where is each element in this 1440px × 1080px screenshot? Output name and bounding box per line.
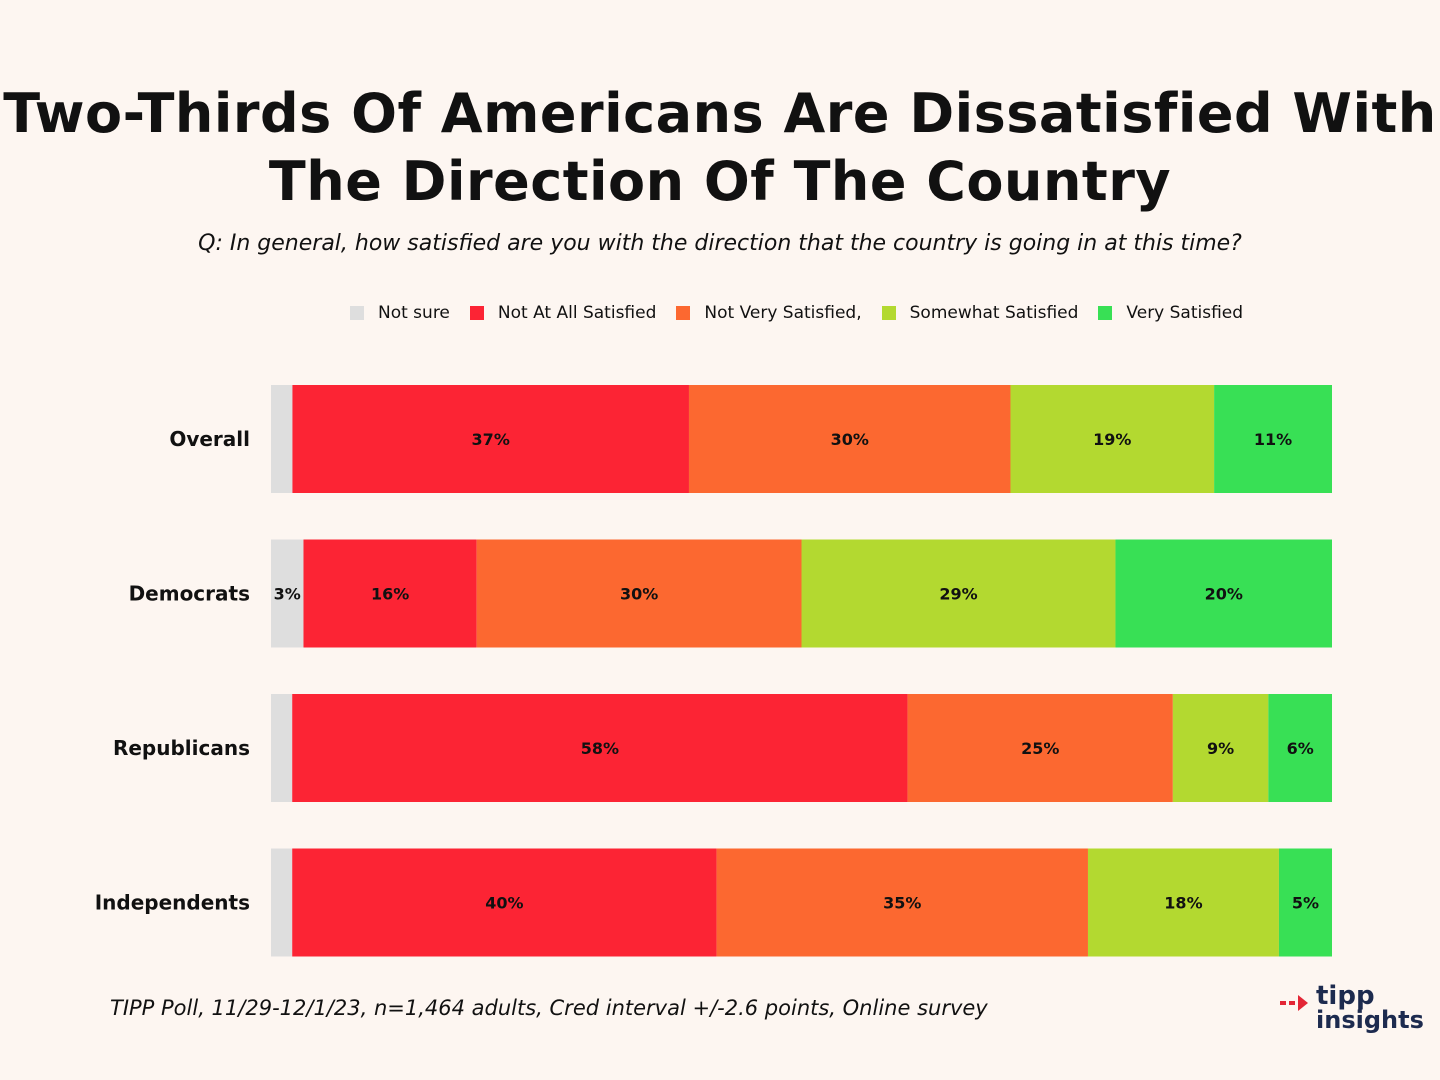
bar-segment-republicans-not-sure <box>271 694 293 802</box>
bar-segment-independents-not-very-satisfied <box>716 848 1088 957</box>
bar-segment-republicans-not-at-all-satisfied <box>292 694 908 802</box>
logo-text-tipp: tipp <box>1316 981 1375 1011</box>
legend-swatch-not-sure <box>350 306 364 320</box>
legend-label-not-at-all-satisfied: Not At All Satisfied <box>497 303 657 323</box>
bar-segment-overall-not-at-all-satisfied <box>292 385 689 493</box>
bar-segment-republicans-somewhat-satisfied <box>1172 694 1269 802</box>
tipp-insights-logo: tipp insights <box>1280 982 1430 1042</box>
bar-segment-independents-somewhat-satisfied <box>1087 848 1279 957</box>
bar-segment-democrats-very-satisfied <box>1115 539 1332 648</box>
data-label-democrats-very-satisfied: 20% <box>1205 585 1243 604</box>
bar-segment-democrats-not-at-all-satisfied <box>303 539 477 648</box>
legend-swatch-very-satisfied <box>1098 306 1113 320</box>
bar-segment-overall-not-very-satisfied <box>688 385 1011 493</box>
data-label-republicans-not-very-satisfied: 25% <box>1021 739 1059 758</box>
bar-segment-democrats-somewhat-satisfied <box>801 539 1116 648</box>
data-label-democrats-somewhat-satisfied: 29% <box>939 585 977 604</box>
legend-item-somewhat-satisfied: Somewhat Satisfied <box>881 303 1079 323</box>
bar-segment-democrats-not-sure <box>271 539 304 648</box>
category-label-independents: Independents <box>95 891 250 915</box>
category-label-overall: Overall <box>169 427 250 451</box>
chart-title: Two-Thirds Of Americans Are Dissatisfied… <box>0 80 1440 216</box>
chart-title-line2: The Direction Of The Country <box>268 150 1172 213</box>
bar-segment-overall-somewhat-satisfied <box>1010 385 1215 493</box>
data-label-independents-not-very-satisfied: 35% <box>883 894 921 913</box>
data-label-independents-very-satisfied: 5% <box>1292 894 1319 913</box>
data-label-democrats-not-sure: 3% <box>274 585 301 604</box>
legend-item-very-satisfied: Very Satisfied <box>1098 303 1243 323</box>
legend-item-not-at-all-satisfied: Not At All Satisfied <box>469 303 657 323</box>
source-footnote: TIPP Poll, 11/29-12/1/23, n=1,464 adults… <box>110 996 988 1020</box>
bar-segment-independents-not-sure <box>271 848 293 957</box>
bar-segment-republicans-not-very-satisfied <box>907 694 1173 802</box>
legend-swatch-not-at-all-satisfied <box>469 306 484 320</box>
data-label-democrats-not-at-all-satisfied: 16% <box>371 585 409 604</box>
legend-item-not-very-satisfied: Not Very Satisfied, <box>676 303 862 323</box>
bar-segment-independents-not-at-all-satisfied <box>292 848 717 957</box>
chart-legend: Not sure Not At All Satisfied Not Very S… <box>350 298 1263 328</box>
category-label-democrats: Democrats <box>129 582 250 606</box>
data-label-overall-not-very-satisfied: 30% <box>831 430 869 449</box>
data-label-overall-not-at-all-satisfied: 37% <box>472 430 510 449</box>
bar-segment-republicans-very-satisfied <box>1268 694 1332 802</box>
bar-segment-democrats-not-very-satisfied <box>476 539 802 648</box>
data-label-republicans-not-at-all-satisfied: 58% <box>581 739 619 758</box>
legend-label-somewhat-satisfied: Somewhat Satisfied <box>909 303 1079 323</box>
legend-label-not-sure: Not sure <box>378 303 450 323</box>
data-label-independents-somewhat-satisfied: 18% <box>1164 894 1202 913</box>
data-label-overall-very-satisfied: 11% <box>1254 430 1292 449</box>
data-label-independents-not-at-all-satisfied: 40% <box>485 894 523 913</box>
data-label-overall-somewhat-satisfied: 19% <box>1093 430 1131 449</box>
bar-segment-overall-very-satisfied <box>1214 385 1332 493</box>
bar-segment-overall-not-sure <box>271 385 293 493</box>
legend-swatch-not-very-satisfied <box>676 306 691 320</box>
legend-label-not-very-satisfied: Not Very Satisfied, <box>704 303 862 323</box>
data-label-republicans-somewhat-satisfied: 9% <box>1207 739 1234 758</box>
legend-label-very-satisfied: Very Satisfied <box>1126 303 1244 323</box>
chart-subtitle: Q: In general, how satisfied are you wit… <box>198 231 1242 256</box>
chart-title-line1: Two-Thirds Of Americans Are Dissatisfied… <box>3 82 1437 145</box>
data-label-democrats-not-very-satisfied: 30% <box>620 585 658 604</box>
logo-arrow-icon <box>1280 995 1308 1011</box>
logo-text-insights: insights <box>1316 1006 1424 1034</box>
legend-item-not-sure: Not sure <box>350 303 450 323</box>
category-label-republicans: Republicans <box>113 736 250 760</box>
legend-swatch-somewhat-satisfied <box>881 306 896 320</box>
bar-segment-independents-very-satisfied <box>1278 848 1332 957</box>
data-label-republicans-very-satisfied: 6% <box>1287 739 1314 758</box>
